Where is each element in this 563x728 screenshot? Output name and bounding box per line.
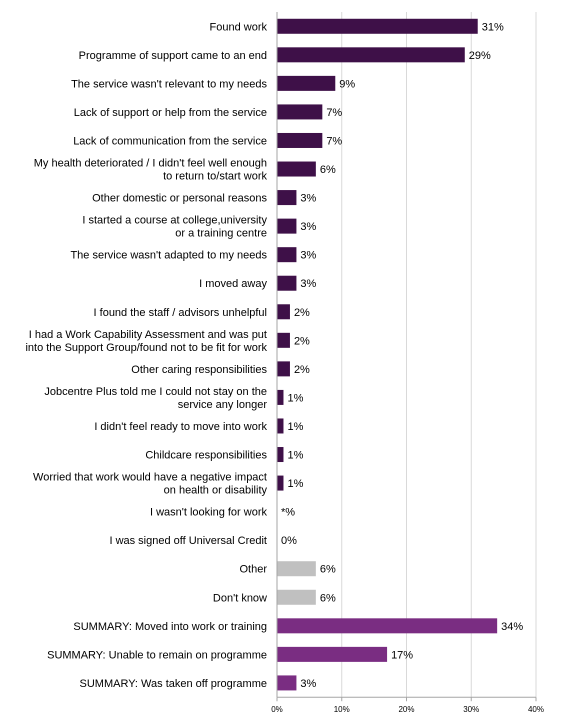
bar: [277, 18, 478, 34]
category-label: I started a course at college,university: [82, 215, 267, 227]
bar: [277, 75, 336, 91]
category-label: I wasn't looking for work: [150, 507, 268, 519]
value-label: 7%: [326, 135, 342, 147]
value-label: 3%: [300, 678, 316, 690]
value-label: 0%: [281, 535, 297, 547]
bar: [277, 132, 323, 148]
value-label: 34%: [501, 621, 523, 633]
value-label: 31%: [482, 21, 504, 33]
value-label: 2%: [294, 364, 310, 376]
category-label: The service wasn't adapted to my needs: [70, 250, 267, 262]
category-label: I moved away: [199, 278, 267, 290]
value-label: 1%: [287, 450, 303, 462]
bar: [277, 561, 316, 577]
bar: [277, 418, 284, 434]
category-label: My health deteriorated / I didn't feel w…: [34, 158, 267, 170]
bar: [277, 190, 297, 206]
value-label: 7%: [326, 107, 342, 119]
category-label: Programme of support came to an end: [79, 50, 267, 62]
bar: [277, 247, 297, 263]
value-label: 1%: [287, 392, 303, 404]
bar: [277, 389, 284, 405]
value-label: 3%: [300, 278, 316, 290]
x-tick-label: 20%: [398, 705, 414, 714]
bar: [277, 589, 316, 605]
value-label: *%: [281, 507, 295, 519]
category-label: I found the staff / advisors unhelpful: [94, 307, 267, 319]
category-label: Found work: [210, 21, 268, 33]
category-label: Lack of communication from the service: [73, 135, 267, 147]
category-label: service any longer: [178, 399, 268, 411]
value-label: 2%: [294, 335, 310, 347]
bar: [277, 618, 498, 634]
value-label: 6%: [320, 164, 336, 176]
x-tick-label: 0%: [271, 705, 283, 714]
bar: [277, 161, 316, 177]
bar: [277, 304, 290, 320]
value-label: 2%: [294, 307, 310, 319]
category-label: I was signed off Universal Credit: [109, 535, 267, 547]
value-label: 17%: [391, 649, 413, 661]
category-label: Worried that work would have a negative …: [33, 472, 267, 484]
category-label: Other domestic or personal reasons: [92, 193, 267, 205]
value-label: 29%: [469, 50, 491, 62]
category-label: Jobcentre Plus told me I could not stay …: [44, 386, 267, 398]
value-label: 6%: [320, 592, 336, 604]
bar: [277, 218, 297, 234]
bar: [277, 475, 284, 491]
bar: [277, 104, 323, 120]
x-tick-label: 30%: [463, 705, 479, 714]
category-label: Other: [239, 564, 267, 576]
value-label: 1%: [287, 478, 303, 490]
category-label: to return to/start work: [163, 171, 267, 183]
value-label: 9%: [339, 78, 355, 90]
value-label: 3%: [300, 250, 316, 262]
bar: [277, 447, 284, 463]
category-label: SUMMARY: Moved into work or training: [73, 621, 267, 633]
category-label: Other caring responsibilities: [131, 364, 267, 376]
x-tick-label: 10%: [334, 705, 350, 714]
bar: [277, 675, 297, 691]
category-label: Lack of support or help from the service: [74, 107, 267, 119]
value-label: 6%: [320, 564, 336, 576]
bar: [277, 332, 290, 348]
category-label: Don't know: [213, 592, 267, 604]
category-label: or a training centre: [175, 228, 267, 240]
bar: [277, 646, 388, 662]
bar: [277, 275, 297, 291]
bar: [277, 47, 465, 63]
bar: [277, 361, 290, 377]
value-label: 1%: [287, 421, 303, 433]
category-label: Childcare responsibilities: [145, 450, 267, 462]
category-label: I didn't feel ready to move into work: [94, 421, 267, 433]
category-label: into the Support Group/found not to be f…: [25, 342, 267, 354]
category-label: I had a Work Capability Assessment and w…: [29, 329, 267, 341]
value-label: 3%: [300, 221, 316, 233]
category-label: The service wasn't relevant to my needs: [71, 78, 267, 90]
value-label: 3%: [300, 193, 316, 205]
category-label: SUMMARY: Was taken off programme: [80, 678, 267, 690]
category-label: SUMMARY: Unable to remain on programme: [47, 649, 267, 661]
x-tick-label: 40%: [528, 705, 544, 714]
category-label: on health or disability: [164, 485, 268, 497]
